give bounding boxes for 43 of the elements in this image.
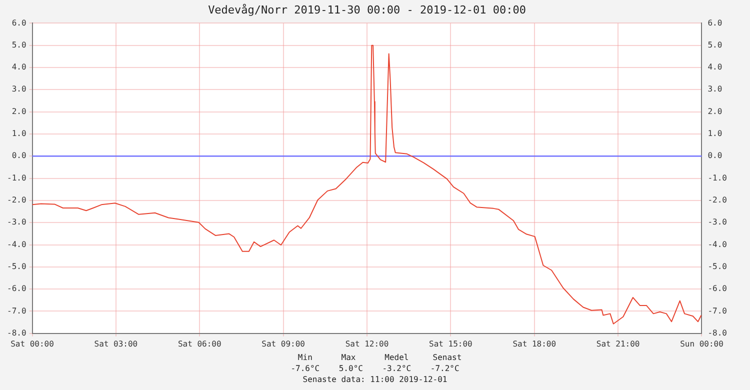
y2-tick-label: -5.0 <box>708 262 728 272</box>
y2-tick-label: 1.0 <box>708 129 722 138</box>
text: Min Max Medel Senast <box>296 352 463 363</box>
y-tick-label: -5.0 <box>7 262 26 272</box>
y2-tick-label: -6.0 <box>708 284 728 294</box>
text: -7.6°C 5.0°C -3.2°C -7.2°C <box>290 363 460 374</box>
y2-tick-label: 2.0 <box>708 106 722 116</box>
y-tick-label: -3.0 <box>7 218 26 227</box>
x-tick-label: Sat 21:00 <box>596 339 640 348</box>
y-tick-label: 6.0 <box>12 18 26 28</box>
x-tick-label: Sat 00:00 <box>10 339 54 348</box>
y2-tick-label: -7.0 <box>708 306 728 316</box>
y-tick-label: -2.0 <box>7 196 26 205</box>
y2-tick-label: -1.0 <box>708 173 728 182</box>
y-tick-label: -6.0 <box>7 284 26 294</box>
y2-tick-label: 3.0 <box>708 84 722 94</box>
y-tick-label: 4.0 <box>12 62 26 72</box>
text: Senaste data: 11:00 2019-12-01 <box>302 374 448 385</box>
y-tick-label: 1.0 <box>12 129 26 138</box>
x-tick-label: Sat 06:00 <box>178 339 222 348</box>
y-tick-label: 5.0 <box>12 40 26 50</box>
y-tick-label: -4.0 <box>7 240 26 249</box>
y-tick-label: -7.0 <box>7 306 26 316</box>
x-tick-label: Sat 12:00 <box>345 339 389 348</box>
y2-tick-label: 5.0 <box>708 40 722 50</box>
y-tick-label: 2.0 <box>12 106 26 116</box>
x-tick-label: Sat 09:00 <box>262 339 306 348</box>
x-tick-label: Sat 18:00 <box>512 339 556 348</box>
y2-tick-label: -2.0 <box>708 196 728 205</box>
y-tick-label: -8.0 <box>7 328 26 338</box>
y2-tick-label: 0.0 <box>708 151 722 160</box>
y2-tick-label: -3.0 <box>708 218 728 227</box>
x-tick-label: Sun 00:00 <box>680 339 724 348</box>
chart-title: Vedevåg/Norr 2019-11-30 00:00 - 2019-12-01 00:00 <box>208 3 526 16</box>
y2-tick-label: -4.0 <box>708 240 728 249</box>
y-tick-label: -1.0 <box>7 173 26 182</box>
y2-tick-label: -8.0 <box>708 328 728 338</box>
y2-tick-label: 6.0 <box>708 18 722 28</box>
x-tick-label: Sat 03:00 <box>94 339 138 348</box>
y-tick-label: 3.0 <box>12 84 26 94</box>
y2-tick-label: 4.0 <box>708 62 722 72</box>
x-tick-label: Sat 15:00 <box>429 339 473 348</box>
y-tick-label: 0.0 <box>12 151 26 160</box>
